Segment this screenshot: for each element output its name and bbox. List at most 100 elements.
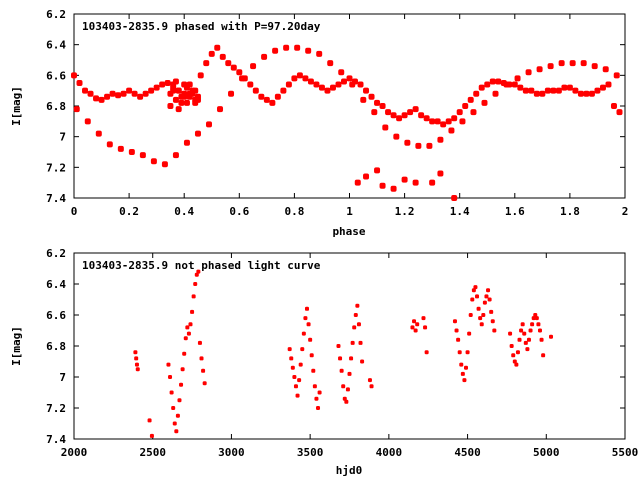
unphased-data-point (522, 331, 527, 336)
phased-data-point (95, 130, 102, 137)
phased-data-point (106, 141, 113, 148)
phased-data-point (423, 115, 430, 122)
phased-ytick-label: 7.4 (46, 192, 66, 205)
unphased-xtick-label: 2500 (139, 446, 166, 459)
unphased-xtick-label: 5000 (533, 446, 560, 459)
unphased-data-point (525, 347, 530, 352)
unphased-data-point (191, 294, 196, 299)
phased-data-point (192, 99, 199, 106)
phased-xtick-label: 0 (71, 205, 78, 218)
phased-data-point (263, 96, 270, 103)
unphased-data-point (482, 300, 487, 305)
unphased-data-point (287, 347, 292, 352)
unphased-data-point (462, 378, 467, 383)
phased-data-point (175, 87, 182, 94)
phased-data-point (120, 90, 127, 97)
phased-data-point (217, 106, 224, 113)
unphased-data-point (133, 350, 138, 355)
unphased-data-point (336, 344, 341, 348)
phased-data-point (550, 87, 557, 94)
unphased-data-point (290, 365, 295, 370)
phased-data-point (329, 84, 336, 91)
phased-data-point (467, 96, 474, 103)
unphased-ytick-label: 6.6 (46, 309, 66, 322)
unphased-ytick-label: 6.2 (46, 247, 66, 260)
phased-data-point (448, 127, 455, 134)
phased-data-point (170, 87, 177, 94)
unphased-data-point (317, 390, 322, 395)
phased-data-point (197, 72, 204, 79)
phased-data-point (561, 84, 568, 91)
unphased-yticks: 6.2 6.4 6.6 6.8 7 7.2 7.4 (46, 247, 625, 446)
phased-data-point (178, 99, 185, 106)
unphased-data-point (459, 362, 464, 367)
unphased-xtick-label: 2000 (61, 446, 88, 459)
phased-data-point (167, 103, 174, 109)
phased-data-point (183, 99, 190, 106)
unphased-chart: 103403-2835.9 not phased light curve hjd… (10, 247, 638, 477)
phased-data-point (437, 170, 444, 177)
unphased-data-point (174, 429, 179, 434)
phased-data-point (451, 115, 458, 122)
unphased-data-point (295, 393, 300, 398)
phased-xtick-label: 1 (346, 205, 353, 218)
phased-ytick-label: 7 (59, 131, 66, 144)
unphased-data-point (314, 396, 319, 401)
phased-data-point (393, 133, 400, 140)
unphased-data-point (492, 328, 497, 333)
unphased-data-point (356, 322, 361, 327)
phased-data-point (434, 118, 441, 125)
phased-data-point (440, 121, 447, 128)
unphased-data-point (517, 337, 522, 342)
unphased-data-point (473, 285, 478, 290)
phased-data-point (533, 90, 540, 97)
unphased-data-point (539, 337, 544, 342)
phased-data-point (412, 106, 419, 113)
unphased-data-point (454, 328, 459, 333)
phased-data-point (71, 72, 77, 79)
unphased-data-point (197, 340, 202, 345)
phased-data-point (503, 81, 510, 88)
phased-data-point (580, 60, 587, 67)
unphased-data-point (347, 371, 352, 376)
phased-data-point (470, 109, 477, 116)
phased-data-point (142, 90, 149, 97)
phased-data-point (250, 63, 257, 70)
phased-data-point (594, 87, 601, 94)
unphased-chart-ylabel: I[mag] (10, 326, 23, 366)
phased-data-point (214, 44, 221, 51)
phased-data-point (115, 92, 122, 99)
unphased-data-point (456, 337, 461, 342)
phased-data-point (269, 99, 276, 106)
unphased-data-point (306, 322, 311, 327)
unphased-data-point (415, 322, 420, 327)
phased-data-point (313, 81, 320, 88)
unphased-ytick-label: 7 (59, 371, 66, 384)
phased-data-point (368, 93, 375, 100)
phased-data-point (335, 81, 342, 88)
unphased-data-point (489, 309, 494, 314)
phased-data-point (528, 87, 535, 94)
unphased-data-point (308, 337, 313, 342)
phased-data-point (456, 109, 463, 116)
unphased-data-point (179, 382, 184, 387)
unphased-data-point (484, 294, 489, 299)
unphased-data-point (134, 356, 139, 361)
unphased-ytick-label: 7.4 (46, 433, 66, 446)
phased-chart-ylabel: I[mag] (10, 86, 23, 126)
unphased-data-point (171, 406, 176, 410)
phased-xtick-label: 1.8 (560, 205, 580, 218)
unphased-data-point (509, 344, 514, 348)
phased-data-point (274, 93, 281, 100)
phased-data-point (225, 60, 232, 67)
phased-data-point (181, 93, 188, 100)
phased-data-point (572, 87, 579, 94)
phased-data-point (338, 69, 345, 76)
unphased-xtick-label: 4500 (454, 446, 481, 459)
unphased-data-point (512, 359, 517, 364)
phased-data-point (285, 81, 292, 88)
unphased-data-point (528, 328, 533, 333)
phased-data-point (194, 130, 201, 137)
phased-data-point (390, 112, 397, 119)
phased-data-point (588, 90, 595, 97)
